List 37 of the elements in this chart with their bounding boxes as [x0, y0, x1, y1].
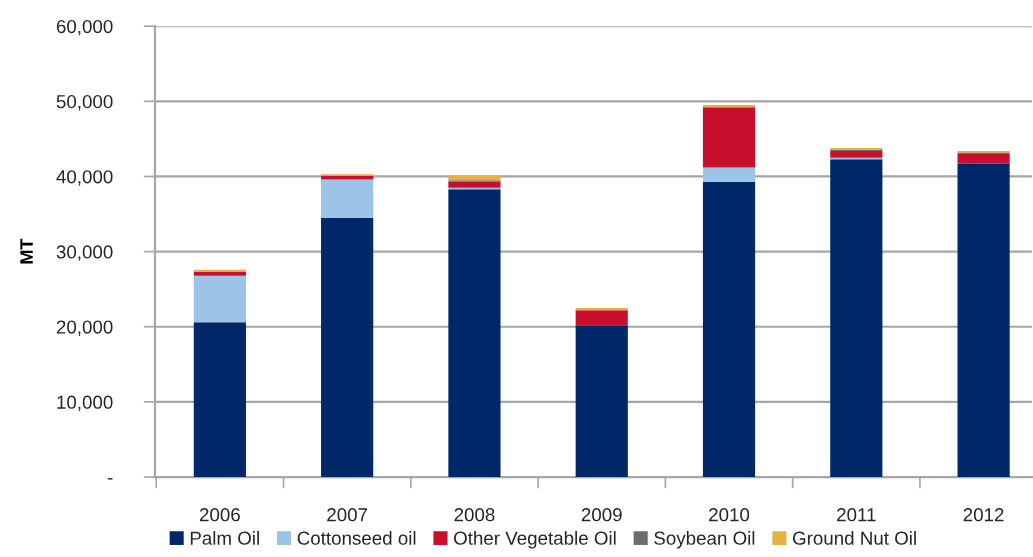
y-tick-label: 60,000: [56, 19, 113, 36]
legend-label: Palm Oil: [190, 531, 259, 545]
bar: [830, 159, 883, 478]
bar: [575, 310, 628, 326]
bar: [193, 322, 246, 478]
bar: [830, 150, 883, 158]
x-tick-label: 2006: [199, 508, 240, 522]
y-tick-label: -: [107, 478, 113, 480]
y-tick-label: 30,000: [56, 245, 113, 261]
bar: [321, 217, 374, 478]
x-tick-label: 2009: [581, 508, 622, 522]
bar: [193, 271, 246, 276]
y-tick-label: 50,000: [56, 95, 113, 111]
bar: [957, 153, 1010, 164]
bar: [448, 189, 501, 478]
bar: [575, 325, 628, 478]
bar: [702, 167, 756, 182]
bar: [448, 175, 501, 181]
y-tick-label: 10,000: [57, 395, 113, 412]
x-tick-label: 2008: [454, 508, 495, 522]
y-tick-label: 40,000: [56, 170, 113, 186]
bar: [448, 181, 501, 188]
y-tick-label: 20,000: [56, 320, 113, 336]
bar: [957, 163, 1010, 478]
bar: [702, 107, 756, 168]
x-tick-label: 2010: [709, 508, 750, 522]
bar: [702, 181, 756, 478]
legend-label: Soybean Oil: [654, 531, 755, 549]
legend-label: Cottonseed oil: [297, 531, 416, 545]
bar: [193, 275, 246, 323]
bar: [321, 179, 374, 218]
y-axis-title: MT: [20, 238, 33, 264]
legend-label: Other Vegetable Oil: [454, 531, 616, 549]
legend-label: Ground Nut Oil: [792, 531, 916, 545]
x-tick-label: 2007: [327, 508, 368, 522]
x-tick-label: 2011: [837, 508, 876, 522]
x-tick-label: 2012: [963, 508, 1004, 522]
